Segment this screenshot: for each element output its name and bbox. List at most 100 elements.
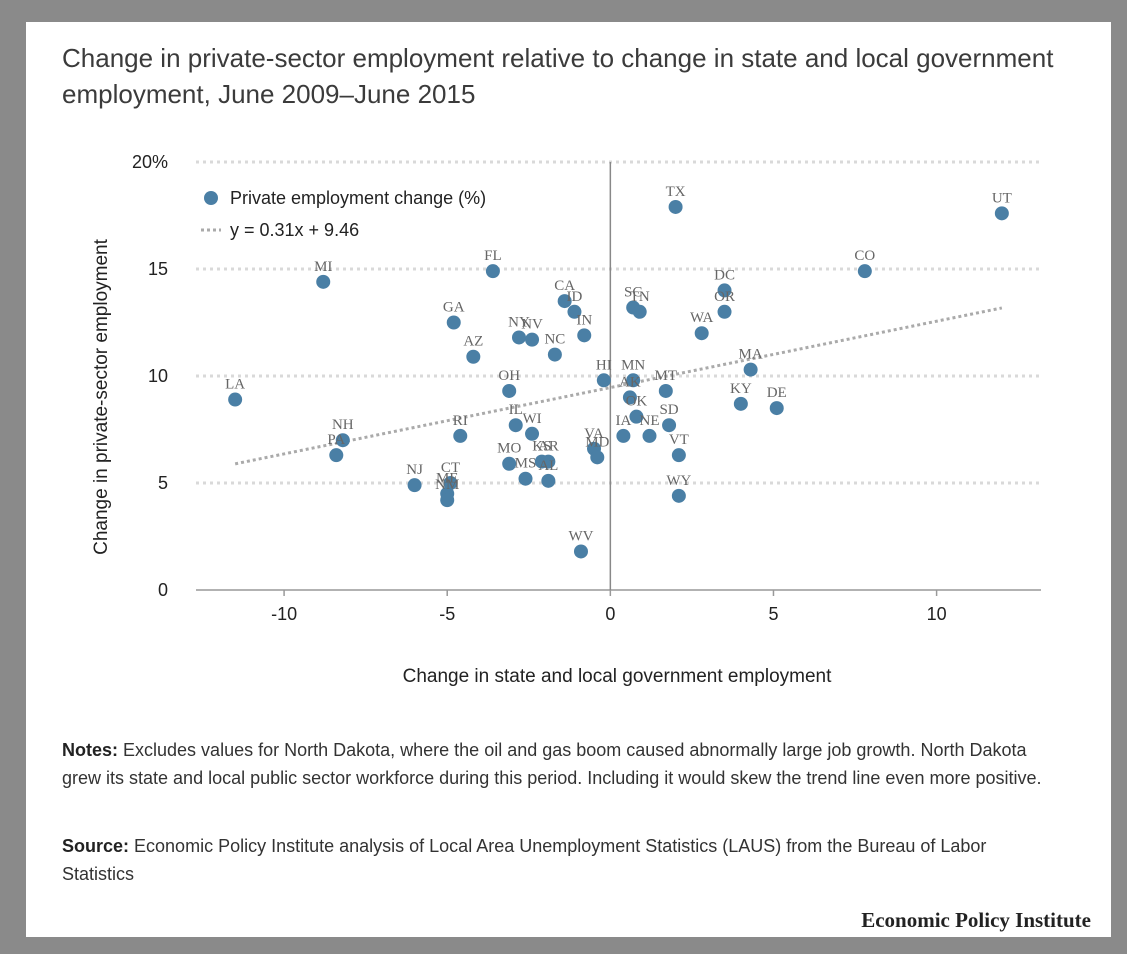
point-label-wv: WV	[568, 528, 593, 544]
point-il	[508, 418, 523, 433]
point-mt	[658, 383, 673, 398]
point-co	[857, 264, 872, 279]
point-label-ga: GA	[443, 300, 465, 316]
x-tick-label-5: 5	[768, 604, 778, 624]
y-tick-label-10: 10	[148, 366, 168, 386]
source-text: Economic Policy Institute analysis of Lo…	[62, 836, 987, 884]
point-tx	[668, 199, 683, 214]
notes-label: Notes:	[62, 740, 119, 760]
y-tick-label-20: 20%	[132, 152, 168, 172]
y-axis-label: Change in private-sector employment	[91, 238, 112, 554]
point-wa	[694, 326, 709, 341]
brand-logo: Economic Policy Institute	[861, 908, 1091, 932]
point-ut	[994, 206, 1009, 221]
point-ak	[622, 390, 637, 405]
point-nv	[525, 332, 540, 347]
point-label-pa: PA	[327, 432, 345, 448]
point-ok	[629, 409, 644, 424]
point-mo	[502, 456, 517, 471]
point-ca	[557, 294, 572, 309]
point-tn	[632, 304, 647, 319]
point-label-ks: KS	[532, 439, 551, 455]
point-label-la: LA	[225, 377, 245, 393]
point-label-ut: UT	[992, 190, 1012, 206]
point-label-az: AZ	[463, 334, 483, 350]
x-tick-label-0: 0	[605, 604, 615, 624]
point-sd	[662, 418, 677, 433]
point-ny	[511, 330, 526, 345]
point-label-wi: WI	[522, 411, 541, 427]
point-label-tx: TX	[666, 184, 686, 200]
legend-trend-label: y = 0.31x + 9.46	[230, 220, 359, 240]
point-ne	[642, 428, 657, 443]
point-label-oh: OH	[498, 368, 520, 384]
point-md	[590, 450, 605, 465]
point-ky	[733, 396, 748, 411]
point-ks	[534, 454, 549, 469]
point-label-de: DE	[767, 385, 787, 401]
point-label-vt: VT	[669, 432, 689, 448]
point-id	[567, 304, 582, 319]
point-nm	[440, 493, 455, 508]
point-pa	[329, 448, 344, 463]
y-tick-label-15: 15	[148, 259, 168, 279]
trend-line-group	[234, 306, 1003, 466]
x-tick-label-10: 10	[927, 604, 947, 624]
y-tick-label-5: 5	[158, 473, 168, 493]
point-label-in: IN	[576, 312, 592, 328]
legend-series-label: Private employment change (%)	[230, 188, 486, 208]
point-label-ia: IA	[615, 413, 631, 429]
point-ri	[453, 428, 468, 443]
point-fl	[485, 264, 500, 279]
source-label: Source:	[62, 836, 130, 856]
point-label-wa: WA	[690, 310, 713, 326]
point-nj	[407, 478, 422, 493]
point-label-nv: NV	[521, 317, 543, 333]
point-label-mi: MI	[314, 259, 332, 275]
point-label-al: AL	[538, 458, 558, 474]
point-label-or: OR	[714, 289, 735, 305]
notes: Notes: Excludes values for North Dakota,…	[62, 736, 1062, 792]
point-label-co: CO	[854, 248, 875, 264]
point-ga	[446, 315, 461, 330]
notes-text: Excludes values for North Dakota, where …	[62, 740, 1042, 788]
point-az	[466, 349, 481, 364]
point-la	[228, 392, 243, 407]
point-dc	[717, 283, 732, 298]
point-label-tn: TN	[630, 289, 650, 305]
point-label-mn: MN	[621, 357, 645, 373]
point-label-nc: NC	[544, 332, 565, 348]
point-in	[577, 328, 592, 343]
point-wv	[573, 544, 588, 559]
point-label-ca: CA	[554, 278, 575, 294]
point-label-nj: NJ	[406, 462, 423, 478]
trend-line	[234, 306, 1003, 466]
chart-title: Change in private-sector employment rela…	[62, 43, 1054, 109]
point-label-me: ME	[436, 471, 459, 487]
point-label-il: IL	[509, 402, 523, 418]
point-label-ms: MS	[515, 456, 537, 472]
y-tick-label-0: 0	[158, 580, 168, 600]
point-label-ar: AR	[538, 439, 559, 455]
point-ct	[443, 476, 458, 490]
point-label-hi: HI	[596, 357, 612, 373]
point-label-ny: NY	[508, 314, 530, 330]
point-label-nm: NM	[435, 477, 459, 493]
point-ia	[616, 428, 631, 443]
point-de	[769, 401, 784, 416]
point-mn	[626, 373, 641, 388]
point-ms	[518, 471, 533, 486]
point-vt	[671, 448, 686, 463]
point-label-wy: WY	[666, 473, 691, 489]
x-tick-label--10: -10	[271, 604, 297, 624]
chart-card: Change in private-sector employment rela…	[26, 22, 1111, 937]
point-label-ct: CT	[441, 460, 460, 476]
point-al	[541, 473, 556, 488]
point-or	[717, 304, 732, 319]
point-hi	[596, 373, 611, 388]
point-nc	[547, 347, 562, 362]
point-label-ma: MA	[739, 347, 763, 363]
point-label-md: MD	[585, 434, 609, 450]
